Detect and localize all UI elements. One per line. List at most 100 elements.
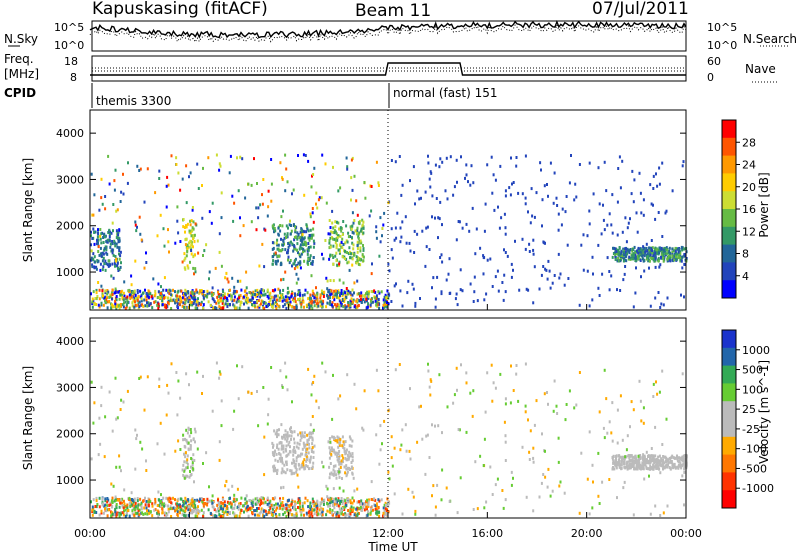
power-cell (188, 296, 191, 300)
power-cell (262, 178, 265, 181)
power-cell (343, 300, 346, 303)
power-cell (657, 211, 660, 214)
power-cell (330, 292, 333, 296)
velocity-cell (165, 496, 168, 500)
power-cell (342, 281, 345, 285)
velocity-cell (494, 386, 497, 390)
power-cell (221, 301, 224, 305)
velocity-cell (280, 447, 283, 451)
power-cell (375, 303, 378, 307)
power-cell (616, 252, 619, 256)
power-cell (114, 291, 117, 294)
velocity-cell (271, 441, 274, 445)
velocity-cell (568, 389, 571, 393)
power-cell (504, 290, 507, 294)
velocity-cell (326, 495, 329, 499)
power-cell (311, 262, 314, 266)
colorbar-swatch (722, 244, 736, 263)
power-cell (338, 227, 340, 231)
velocity-cell (336, 498, 338, 502)
power-cell (317, 198, 320, 202)
velocity-cell (312, 456, 315, 459)
velocity-cell (351, 452, 354, 456)
velocity-cell (611, 439, 614, 443)
velocity-cell (292, 458, 295, 462)
velocity-cell (188, 383, 190, 387)
velocity-cell (138, 508, 141, 512)
power-cell (400, 235, 403, 239)
velocity-cell (240, 509, 243, 512)
power-cell (531, 214, 534, 218)
power-cell (109, 263, 112, 267)
velocity-cell (308, 446, 311, 450)
velocity-cell (293, 514, 296, 517)
power-cell (592, 272, 594, 276)
power-cell (248, 291, 251, 294)
power-cell (632, 252, 635, 256)
velocity-cell (291, 400, 293, 404)
velocity-cell (672, 456, 675, 460)
power-cell (639, 259, 642, 262)
power-cell (350, 297, 353, 301)
velocity-cell (388, 501, 391, 505)
power-cell (399, 289, 402, 293)
power-cell (340, 302, 343, 306)
power-cell (118, 290, 121, 293)
velocity-cell (632, 459, 635, 463)
power-cell (401, 304, 404, 308)
velocity-cell (272, 453, 275, 457)
power-cell (168, 250, 170, 254)
power-cell (166, 301, 169, 305)
velocity-cell (601, 480, 604, 484)
power-cell (194, 253, 196, 257)
power-cell (176, 305, 179, 308)
velocity-cell (287, 509, 290, 513)
velocity-cell (212, 506, 215, 510)
power-cell (197, 297, 199, 301)
power-cell (421, 229, 424, 233)
power-cell (292, 249, 295, 253)
power-cell (339, 242, 342, 246)
velocity-cell (656, 392, 659, 396)
power-cell (284, 270, 287, 274)
velocity-cell (286, 388, 289, 392)
velocity-cell (316, 500, 319, 504)
velocity-cell (299, 438, 302, 442)
power-cell (240, 288, 243, 292)
power-cell (351, 241, 354, 245)
power-cell (299, 261, 302, 265)
power-cell (226, 277, 229, 281)
power-cell (303, 293, 306, 297)
power-cell (543, 184, 546, 188)
velocity-cell (100, 511, 103, 515)
power-cell (277, 304, 280, 308)
power-cell (641, 257, 644, 261)
velocity-cell (642, 467, 645, 471)
power-cell (512, 268, 514, 272)
velocity-cell (299, 431, 302, 435)
power-cell (667, 251, 670, 255)
power-cell (274, 288, 277, 292)
velocity-cell (681, 474, 684, 478)
velocity-cell (313, 374, 316, 378)
velocity-cell (652, 454, 655, 458)
power-cell (390, 159, 393, 162)
velocity-cell (615, 454, 618, 458)
power-cell (153, 294, 156, 298)
velocity-cell (134, 467, 137, 471)
velocity-cell (367, 500, 370, 504)
velocity-cell (276, 428, 279, 432)
velocity-cell (375, 511, 378, 515)
power-cell (195, 288, 198, 292)
velocity-cell (284, 429, 287, 433)
velocity-cell (353, 513, 356, 517)
velocity-cell (374, 498, 377, 502)
velocity-cell (280, 502, 282, 506)
velocity-cell (250, 499, 253, 503)
power-cell (652, 203, 654, 207)
power-cell (115, 236, 118, 240)
power-cell (269, 303, 272, 307)
colorbar-swatch (722, 137, 736, 157)
velocity-cell (375, 510, 378, 514)
colorbar-swatch (722, 280, 736, 299)
